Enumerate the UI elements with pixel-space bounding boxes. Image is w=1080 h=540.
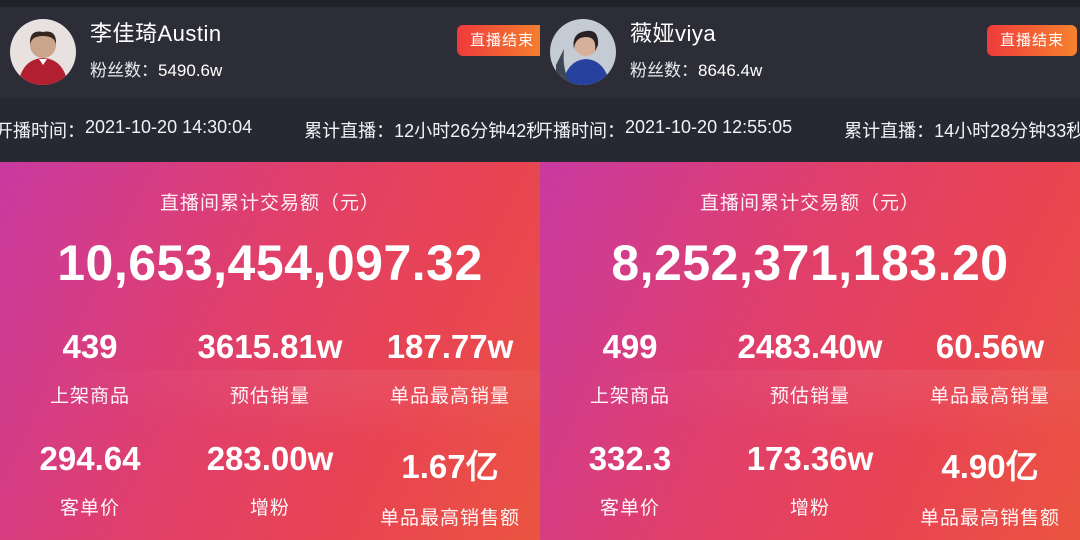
- fans-line: 粉丝数：5490.6w: [90, 56, 222, 81]
- gmv-value: 8,252,371,183.20: [611, 235, 1009, 291]
- fans-line: 粉丝数：8646.4w: [630, 56, 762, 81]
- streamer-header: 李佳琦Austin 粉丝数：5490.6w 直播结束: [0, 7, 540, 97]
- start-time-group: 开播时间： 2021-10-20 12:55:05: [540, 117, 792, 143]
- stat-label: 增粉: [789, 498, 830, 519]
- stat-products: 439 上架商品: [0, 328, 180, 408]
- start-time-value: 2021-10-20 12:55:05: [625, 116, 793, 137]
- stat-value: 283.00w: [206, 440, 334, 477]
- gmv-title: 直播间累计交易额（元）: [159, 193, 380, 214]
- stats-grid: 439 上架商品 3615.81w 预估销量 187.77w 单品最高销量 29…: [0, 328, 540, 530]
- name-block: 李佳琦Austin 粉丝数：5490.6w: [90, 19, 222, 81]
- fans-value: 5490.6w: [158, 61, 223, 80]
- timebar: 开播时间： 2021-10-20 14:30:04 累计直播： 12小时26分钟42…: [0, 97, 540, 162]
- start-time-label: 开播时间：: [540, 120, 625, 141]
- duration-value: 14小时28分钟33秒: [934, 120, 1080, 141]
- duration-value: 12小时26分钟42秒: [394, 120, 540, 141]
- avatar[interactable]: [10, 19, 76, 85]
- stat-value: 332.3: [588, 440, 672, 477]
- top-strip: [0, 0, 540, 7]
- stat-products: 499 上架商品: [540, 328, 720, 408]
- stat-value: 173.36w: [746, 440, 874, 477]
- stat-label: 上架商品: [589, 386, 670, 407]
- timebar: 开播时间： 2021-10-20 12:55:05 累计直播： 14小时28分钟33…: [540, 97, 1080, 162]
- gmv-card: 直播间累计交易额（元） 10,653,454,097.32 439 上架商品 3…: [0, 162, 540, 540]
- stat-value: 499: [602, 328, 658, 365]
- stat-avg-order: 332.3 客单价: [540, 440, 720, 530]
- duration-label: 累计直播：: [304, 120, 395, 141]
- stat-value: 1.67亿: [401, 448, 499, 485]
- duration-group: 累计直播： 12小时26分钟42秒: [304, 117, 540, 143]
- stats-grid: 499 上架商品 2483.40w 预估销量 60.56w 单品最高销量 332…: [540, 328, 1080, 530]
- stat-label: 预估销量: [229, 386, 310, 407]
- stat-label: 预估销量: [769, 386, 850, 407]
- duration-label: 累计直播：: [844, 120, 935, 141]
- stat-est-sales: 2483.40w 预估销量: [720, 328, 900, 408]
- avatar-photo-lijiaqi: [10, 19, 76, 85]
- fans-value: 8646.4w: [698, 61, 763, 80]
- stat-top-item-sales: 60.56w 单品最高销量: [900, 328, 1080, 408]
- stat-label: 客单价: [59, 498, 120, 519]
- stat-label: 单品最高销售额: [379, 508, 520, 529]
- fans-label: 粉丝数：: [630, 61, 698, 80]
- stat-est-sales: 3615.81w 预估销量: [180, 328, 360, 408]
- streamer-header: 薇娅viya 粉丝数：8646.4w 直播结束: [540, 7, 1080, 97]
- stat-top-item-revenue: 1.67亿 单品最高销售额: [360, 440, 540, 530]
- stat-value: 294.64: [39, 440, 141, 477]
- stat-fans-gained: 283.00w 增粉: [180, 440, 360, 530]
- top-strip: [540, 0, 1080, 7]
- stat-label: 单品最高销量: [389, 386, 510, 407]
- streamer-panel-viya: 薇娅viya 粉丝数：8646.4w 直播结束 开播时间： 2021-10-20 …: [540, 0, 1080, 540]
- name-block: 薇娅viya 粉丝数：8646.4w: [630, 19, 762, 81]
- stat-fans-gained: 173.36w 增粉: [720, 440, 900, 530]
- status-badge: 直播结束: [986, 25, 1077, 56]
- stat-label: 增粉: [249, 498, 290, 519]
- start-time-label: 开播时间：: [0, 120, 85, 141]
- stat-value: 3615.81w: [197, 328, 343, 365]
- start-time-group: 开播时间： 2021-10-20 14:30:04: [0, 117, 252, 143]
- stat-value: 60.56w: [935, 328, 1045, 365]
- streamer-name: 李佳琦Austin: [90, 21, 222, 46]
- duration-group: 累计直播： 14小时28分钟33秒: [844, 117, 1080, 143]
- stat-label: 上架商品: [49, 386, 130, 407]
- stat-avg-order: 294.64 客单价: [0, 440, 180, 530]
- stat-label: 单品最高销售额: [919, 508, 1060, 529]
- fans-label: 粉丝数：: [90, 61, 158, 80]
- stat-value: 187.77w: [386, 328, 514, 365]
- gmv-title: 直播间累计交易额（元）: [699, 193, 920, 214]
- streamer-name: 薇娅viya: [630, 21, 717, 46]
- avatar[interactable]: [550, 19, 616, 85]
- status-badge: 直播结束: [456, 25, 540, 56]
- gmv-card: 直播间累计交易额（元） 8,252,371,183.20 499 上架商品 24…: [540, 162, 1080, 540]
- stat-value: 4.90亿: [941, 448, 1039, 485]
- stat-label: 单品最高销量: [929, 386, 1050, 407]
- avatar-photo-viya: [550, 19, 616, 85]
- start-time-value: 2021-10-20 14:30:04: [85, 116, 253, 137]
- stat-value: 439: [62, 328, 118, 365]
- stat-top-item-sales: 187.77w 单品最高销量: [360, 328, 540, 408]
- stat-label: 客单价: [599, 498, 660, 519]
- stat-value: 2483.40w: [737, 328, 883, 365]
- gmv-value: 10,653,454,097.32: [57, 235, 483, 291]
- streamer-panel-lijiaqi: 李佳琦Austin 粉丝数：5490.6w 直播结束 开播时间： 2021-10-…: [0, 0, 540, 540]
- stat-top-item-revenue: 4.90亿 单品最高销售额: [900, 440, 1080, 530]
